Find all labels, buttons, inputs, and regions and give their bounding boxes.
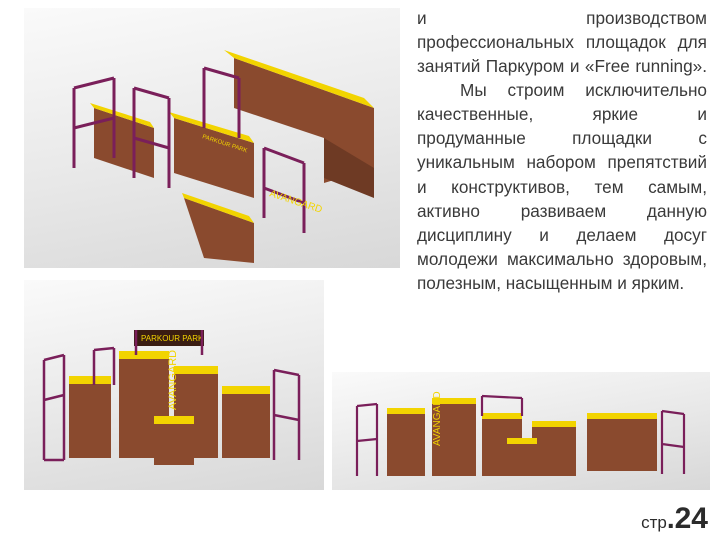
parkour-render-top: PARKOUR PARK AVANGARD <box>24 8 400 268</box>
page-label: стр <box>641 513 667 532</box>
page: PARKOUR PARK AVANGARD PARKOUR PARK AVANG… <box>0 0 720 540</box>
svg-text:AVANGARD: AVANGARD <box>167 350 179 410</box>
parkour-svg-bl: PARKOUR PARK AVANGARD <box>24 280 324 490</box>
svg-text:AVANGARD: AVANGARD <box>432 391 443 446</box>
page-number: стр.24 <box>641 502 708 536</box>
svg-text:AVANGARD: AVANGARD <box>268 188 323 215</box>
page-num-value: 24 <box>675 502 708 535</box>
svg-text:PARKOUR PARK: PARKOUR PARK <box>141 334 204 343</box>
page-dot: . <box>667 503 675 534</box>
paragraph-1: и производством профессиональных площадо… <box>417 6 707 78</box>
body-text: и производством профессиональных площадо… <box>417 6 707 295</box>
parkour-render-bottom-left: PARKOUR PARK AVANGARD <box>24 280 324 490</box>
parkour-svg-br: AVANGARD <box>332 372 710 490</box>
paragraph-2: Мы строим исключительно качественные, яр… <box>417 78 707 295</box>
parkour-svg-top: PARKOUR PARK AVANGARD <box>24 8 400 268</box>
parkour-render-bottom-right: AVANGARD <box>332 372 710 490</box>
